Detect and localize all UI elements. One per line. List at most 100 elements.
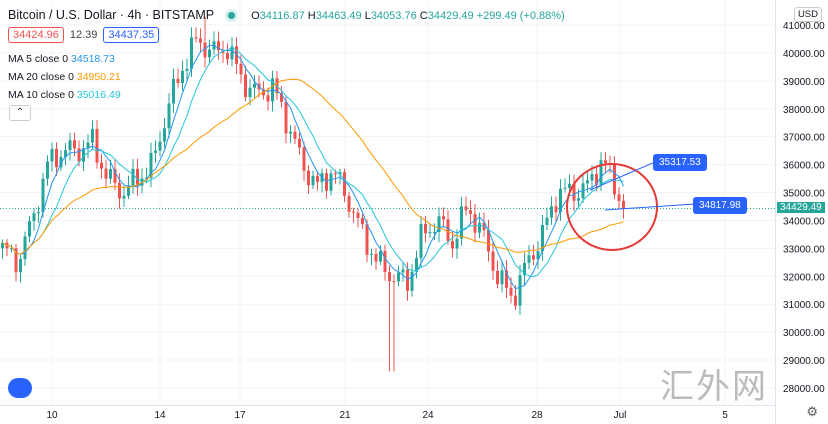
candle	[370, 253, 373, 255]
candle	[383, 250, 387, 273]
candle	[23, 236, 27, 260]
candle	[437, 216, 441, 233]
y-tick-label: 32000.00	[783, 272, 825, 283]
collapse-legend-button[interactable]: ⌃	[9, 105, 31, 121]
candle	[77, 148, 81, 162]
candle	[64, 150, 67, 157]
candle	[451, 240, 454, 249]
y-tick-label: 40000.00	[783, 49, 825, 60]
candle	[410, 271, 414, 291]
candle	[568, 183, 571, 188]
candle	[208, 49, 211, 58]
candle	[185, 68, 189, 71]
candle	[590, 174, 594, 181]
candle	[68, 140, 72, 151]
candle	[509, 287, 513, 296]
candle	[518, 275, 522, 306]
candle	[113, 169, 117, 183]
candle	[289, 131, 292, 134]
price-callout-2[interactable]: 34817.98	[693, 197, 747, 214]
candle	[190, 37, 193, 69]
candle	[478, 222, 481, 233]
y-tick-label: 30000.00	[783, 328, 825, 339]
candle	[118, 182, 121, 199]
tradingview-logo[interactable]	[8, 378, 32, 398]
candle	[298, 138, 301, 148]
candle	[460, 206, 463, 239]
candle	[307, 170, 310, 186]
candle	[154, 150, 157, 153]
currency-label[interactable]: USD	[793, 7, 822, 22]
gear-icon[interactable]: ⚙	[806, 404, 818, 419]
candle	[374, 253, 378, 262]
candle	[365, 224, 369, 255]
candle	[199, 38, 202, 43]
candle	[491, 251, 495, 271]
candle	[311, 175, 315, 186]
candle	[41, 178, 45, 213]
candle	[388, 272, 391, 282]
candle	[514, 295, 517, 306]
candle	[149, 152, 153, 178]
candle	[455, 238, 459, 249]
candle	[617, 194, 621, 201]
candle	[293, 131, 297, 139]
candle	[446, 219, 450, 241]
price-callout-1[interactable]: 35317.53	[653, 154, 707, 171]
candle	[586, 180, 589, 184]
candle	[505, 270, 508, 288]
ohlc-readout: O34116.87 H34463.49 L34053.76 C34429.49 …	[251, 10, 565, 22]
candle	[131, 168, 135, 186]
candle	[572, 183, 576, 201]
quote-boxes: 34424.96 12.39 34437.35	[8, 27, 160, 43]
ma10-line	[2, 47, 624, 278]
x-tick-label: 24	[422, 410, 434, 421]
buy-price-button[interactable]: 34437.35	[103, 27, 160, 43]
candle	[230, 46, 234, 60]
candle	[473, 213, 477, 233]
candle	[343, 172, 346, 196]
candle	[86, 142, 90, 149]
x-tick-label: 17	[234, 410, 246, 421]
candle	[401, 269, 405, 273]
candle	[136, 168, 139, 186]
indicator-ma10[interactable]: MA 10 close 0 35016.49	[8, 89, 121, 101]
ma20-line	[2, 78, 624, 255]
candle	[163, 128, 166, 142]
watermark: 汇外网	[660, 367, 768, 407]
candle	[356, 212, 360, 218]
candle	[442, 216, 445, 220]
candle	[176, 78, 180, 84]
candle	[217, 41, 220, 51]
candle	[109, 169, 112, 179]
candle	[302, 147, 306, 171]
candle	[46, 161, 49, 179]
x-tick-label: 5	[722, 410, 728, 421]
candle	[361, 217, 364, 225]
candle	[392, 281, 396, 283]
candle	[347, 195, 351, 212]
y-tick-label: 33000.00	[783, 244, 825, 255]
candle	[181, 70, 184, 84]
candle	[550, 206, 553, 218]
candle	[32, 213, 36, 222]
indicator-ma20[interactable]: MA 20 close 0 34950.21	[8, 71, 121, 83]
sell-price-button[interactable]: 34424.96	[8, 27, 64, 43]
y-tick-label: 39000.00	[783, 77, 825, 88]
candle	[325, 173, 328, 191]
last-price-tag: 34429.49	[777, 202, 825, 213]
candle	[82, 148, 85, 162]
candle	[469, 210, 472, 214]
candle	[379, 250, 382, 262]
candle	[55, 148, 58, 168]
candle	[194, 37, 198, 39]
indicator-ma5[interactable]: MA 5 close 0 34518.73	[8, 53, 115, 65]
y-tick-label: 29000.00	[783, 356, 825, 367]
candle	[329, 173, 333, 191]
candle	[14, 248, 18, 273]
candle	[172, 78, 175, 104]
candle	[226, 52, 229, 60]
candle	[424, 224, 427, 234]
candle	[415, 258, 418, 272]
